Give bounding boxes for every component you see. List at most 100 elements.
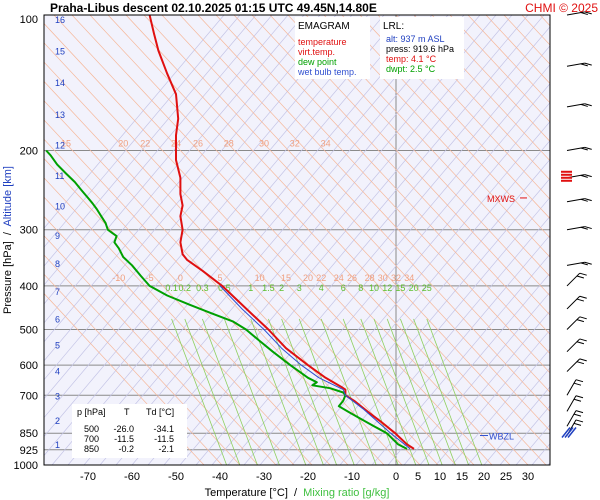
- temperature-tick-label: -20: [300, 471, 316, 483]
- mixing-ratio-line: [320, 318, 377, 465]
- lrl-background: [380, 17, 464, 79]
- wind-barbs: [561, 11, 592, 438]
- isotherm-line: [115, 15, 497, 465]
- isotherm-line: [44, 15, 273, 286]
- adiabat-label: 22: [316, 273, 326, 283]
- wind-barb-feather: [573, 422, 582, 426]
- wind-barb-feather: [584, 62, 592, 66]
- altitude-tick-label: 14: [55, 78, 65, 88]
- isotherm-line: [44, 15, 417, 457]
- x-axis-label: Temperature [°C] / Mixing ratio [g/kg]: [205, 487, 390, 499]
- temperature-tick-label: 10: [434, 471, 446, 483]
- isotherm-line: [419, 310, 550, 465]
- isotherm-line: [451, 348, 550, 465]
- lrl-press: press: 919.6 hPa: [386, 44, 454, 54]
- adiabat-line: [179, 15, 550, 412]
- wind-barb-staff: [566, 358, 581, 372]
- adiabat-line: [161, 15, 550, 432]
- isotherm-line: [483, 386, 550, 465]
- adiabat-line: [71, 15, 493, 465]
- adiabat-line: [44, 100, 385, 465]
- wind-barb: [566, 410, 584, 427]
- plot-frame: [43, 14, 551, 466]
- adiabat-line: [44, 254, 241, 465]
- pressure-tick-label: 100: [20, 14, 38, 26]
- stats-header-td: Td [°C]: [146, 407, 174, 417]
- altitude-tick-label: 15: [55, 47, 65, 57]
- temperature-tick-label: 15: [456, 471, 468, 483]
- altitude-tick-label: 10: [55, 201, 65, 211]
- mixing-ratio-label: 20: [409, 283, 419, 293]
- altitude-tick-label: 8: [55, 259, 60, 269]
- legend: EMAGRAM temperature virt.temp. dew point…: [295, 17, 370, 79]
- stats-row-700-p: 700: [84, 434, 99, 444]
- isotherm-line: [99, 15, 481, 465]
- mixing-ratio-line: [171, 318, 227, 465]
- mixing-ratio-line: [298, 318, 355, 465]
- temperature-tick-label: -10: [344, 471, 360, 483]
- profile-series: [45, 14, 415, 450]
- adiabat-label: 34: [321, 138, 331, 148]
- adiabat-label: 15: [61, 138, 71, 148]
- adiabat-label: 30: [259, 138, 269, 148]
- mixing-ratio-line: [202, 318, 258, 465]
- adiabat-label: 30: [378, 273, 388, 283]
- mixing-ratio-label: 0.2: [179, 283, 192, 293]
- adiabat-label: 26: [193, 138, 203, 148]
- mixing-ratio-label: 8: [358, 283, 363, 293]
- wind-barb: [566, 146, 592, 151]
- wind-barb-feather: [576, 361, 585, 365]
- mixing-ratio-label: 0.1: [165, 283, 178, 293]
- adiabat-line: [44, 80, 403, 465]
- y-axis-label-altitude: Altitude [km]: [2, 166, 14, 227]
- altitude-tick-label: 13: [55, 110, 65, 120]
- stats-row-850-t: -0.2: [118, 444, 134, 454]
- adiabat-line: [44, 23, 457, 465]
- wind-barb-feather: [580, 147, 588, 151]
- adiabat-label: 24: [334, 273, 344, 283]
- isotherm-line: [179, 26, 550, 465]
- altitude-tick-label: 11: [55, 171, 64, 181]
- altitude-tick-label: 2: [55, 416, 60, 426]
- adiabat-label: 15: [281, 273, 291, 283]
- mixing-ratio-label: 25: [422, 283, 432, 293]
- wind-barb-feather: [580, 198, 588, 202]
- adiabat-line: [44, 273, 223, 465]
- adiabat-line: [44, 215, 277, 465]
- wind-barb-feather: [584, 198, 592, 202]
- isotherm-line: [227, 83, 550, 465]
- wind-barb-feather: [579, 272, 587, 276]
- wind-barb-feather: [580, 174, 588, 178]
- adiabat-line: [395, 15, 550, 181]
- isotherm-line: [83, 15, 465, 465]
- stats-row-500-t: -26.0: [113, 424, 134, 434]
- lrl-alt: alt: 937 m ASL: [386, 34, 445, 44]
- adiabat-line: [323, 15, 550, 258]
- adiabat-line: [44, 158, 331, 465]
- temperature-tick-label: 25: [500, 471, 512, 483]
- stats-row-850-td: -2.1: [158, 444, 174, 454]
- isotherm-line: [44, 15, 321, 343]
- adiabat-line: [44, 196, 295, 465]
- stats-row-500-td: -34.1: [153, 424, 174, 434]
- adiabat-lines: [44, 15, 600, 465]
- temperature-tick-label: -40: [212, 471, 228, 483]
- adiabat-label: -5: [146, 273, 154, 283]
- wind-barb: [566, 272, 587, 287]
- adiabat-line: [594, 15, 600, 465]
- wind-barb-feather: [575, 410, 584, 414]
- wind-barb-feather: [580, 63, 588, 67]
- wind-barb-wbzl-feather: [567, 427, 577, 438]
- aux-line-labels: 15 20 22 24 26 28 30 32 34-10 -5 0 5 10 15 20 22 24 26 28 3…: [61, 138, 432, 292]
- temperature-tick-label: -60: [124, 471, 140, 483]
- isotherm-line: [259, 121, 550, 465]
- adiabat-line: [305, 15, 550, 277]
- isotherm-line: [44, 15, 225, 229]
- isotherm-line: [195, 45, 550, 465]
- altitude-tick-label: 4: [55, 366, 60, 376]
- wind-barb-feather: [576, 341, 585, 345]
- wind-barb-feather: [575, 379, 584, 383]
- mixing-ratio-line: [224, 318, 280, 465]
- isotherm-lines: [44, 15, 550, 465]
